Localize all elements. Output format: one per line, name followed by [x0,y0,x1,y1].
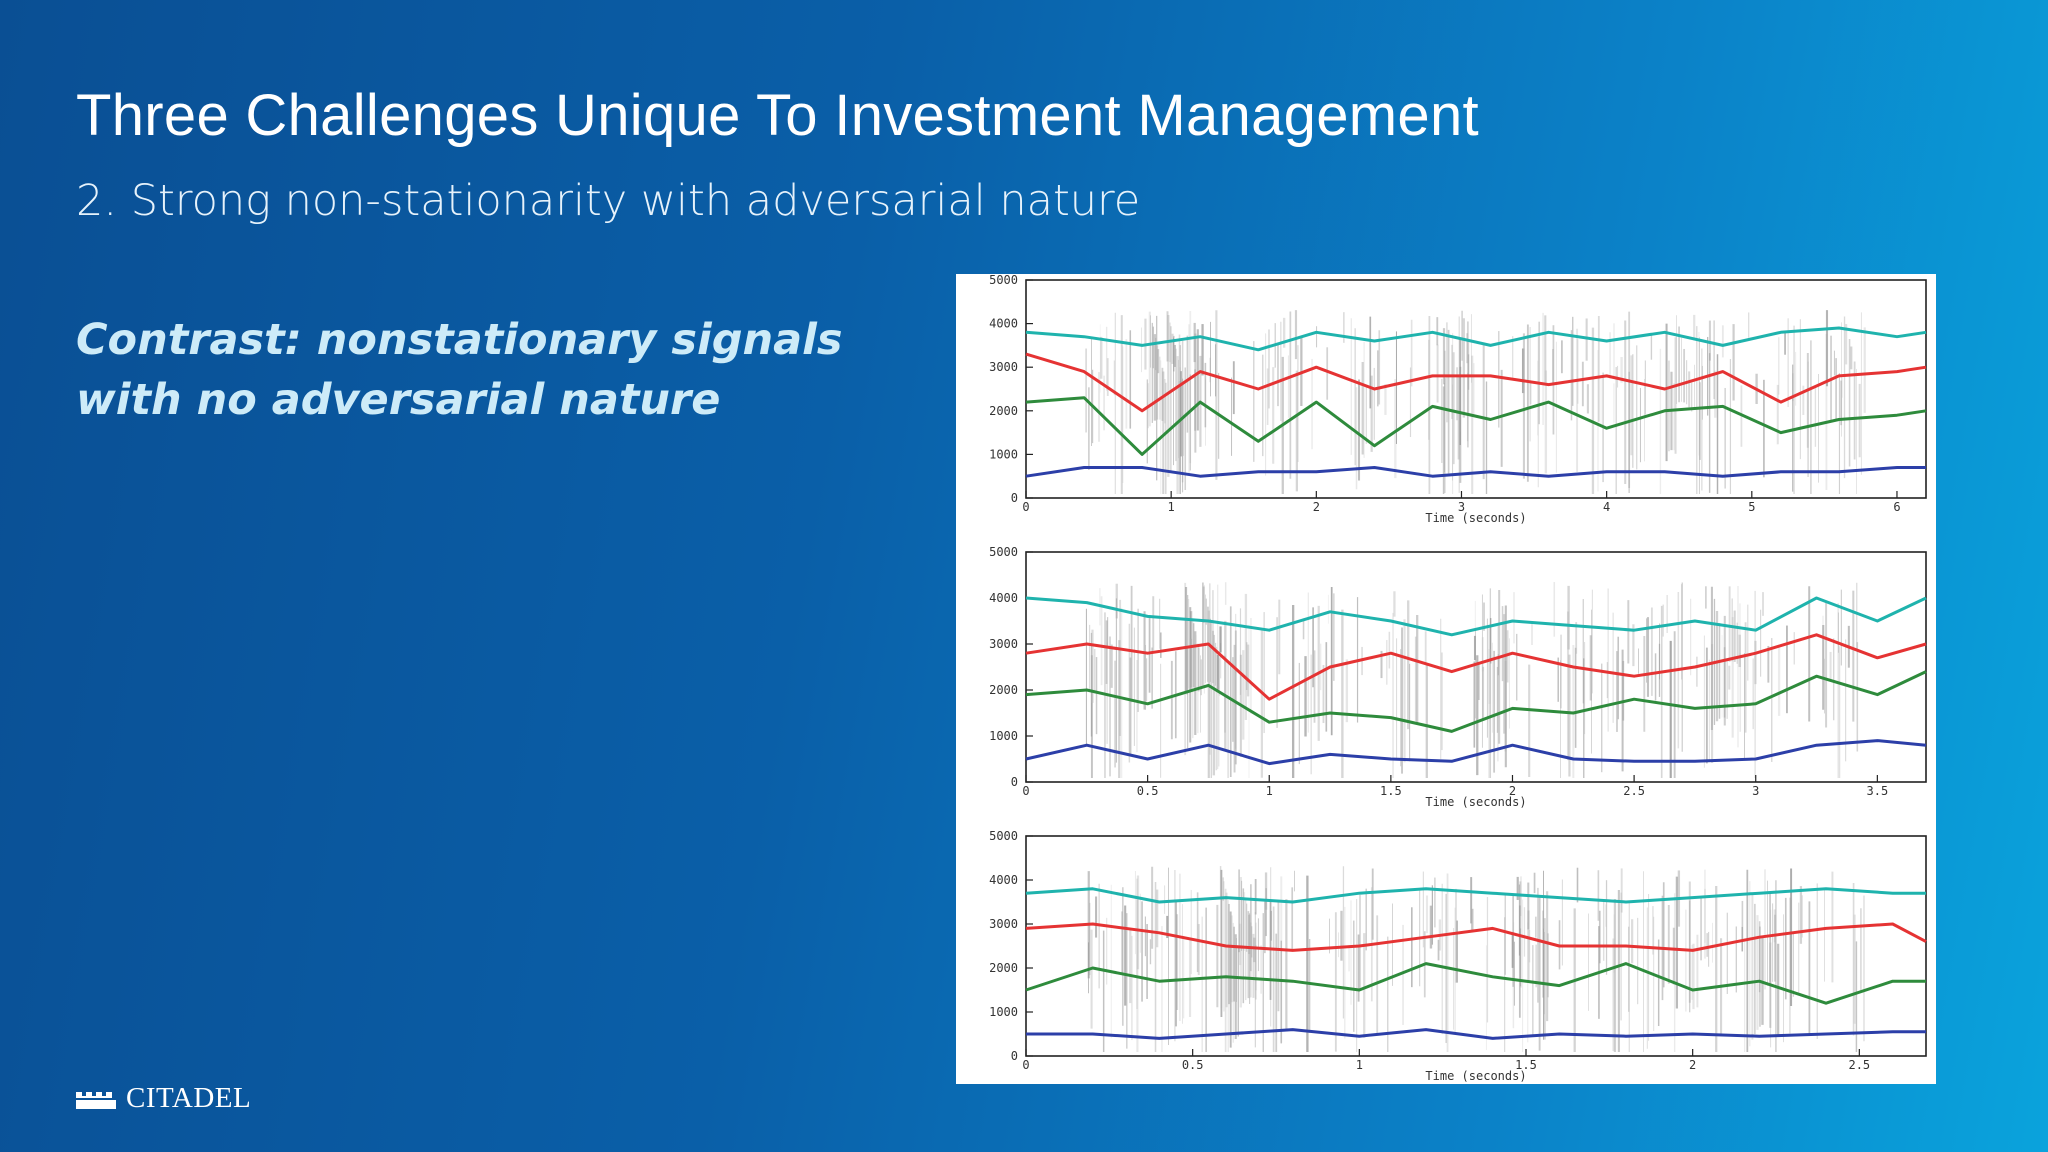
x-tick-label: 6 [1893,500,1900,514]
x-axis-label: Time (seconds) [1425,511,1526,525]
y-tick-label: 1000 [989,1005,1018,1019]
logo-text: CITADEL [126,1082,252,1114]
y-tick-label: 4000 [989,317,1018,331]
x-axis-label: Time (seconds) [1425,1069,1526,1083]
series-line-3 [1025,396,1927,456]
x-tick-label: 0.5 [1137,784,1159,798]
contrast-line-2: with no adversarial nature [76,375,721,425]
x-tick-label: 0 [1022,784,1029,798]
plot-frame [1025,279,1927,499]
x-tick-label: 0 [1022,500,1029,514]
x-axis-label: Time (seconds) [1425,795,1526,809]
contrast-line-1: Contrast: nonstationary signals [76,315,843,365]
x-tick-label: 0.5 [1182,1058,1204,1072]
plot-frame [1025,551,1927,783]
x-tick-label: 1 [1168,500,1175,514]
y-tick-label: 2000 [989,404,1018,418]
x-tick-label: 2 [1313,500,1320,514]
x-tick-label: 4 [1603,500,1610,514]
slide-subtitle: 2. Strong non-stationarity with adversar… [76,176,1141,226]
chart-1: 0 1000 2000 3000 4000 5000 0 1 2 3 4 5 6 Time (second… [989,274,1927,525]
y-tick-label: 0 [1011,775,1018,789]
x-tick-label: 1.5 [1515,1058,1537,1072]
series-line-4 [1025,466,1926,478]
contrast-text: Contrast: nonstationary signals with no … [76,310,842,430]
y-tick-label: 2000 [989,683,1018,697]
slide-title: Three Challenges Unique To Investment Ma… [76,83,1479,148]
chart-2: 0 1000 2000 3000 4000 5000 0 0.5 1 1.5 2 2.5 3 3.5 Tim… [989,545,1927,809]
y-tick-label: 5000 [989,829,1018,843]
castle-icon [76,1091,116,1109]
series-line-1 [1025,326,1927,352]
series-line-4 [1026,1028,1926,1040]
chart-3: 0 1000 2000 3000 4000 5000 0 0.5 1 1.5 2 2.5 Time (s… [989,829,1927,1083]
citadel-logo: CITADEL [76,1082,251,1115]
y-tick-label: 4000 [989,873,1018,887]
y-tick-label: 1000 [989,447,1018,461]
series-line-1 [1025,596,1927,637]
y-tick-label: 0 [1011,491,1018,505]
y-tick-label: 2000 [989,961,1018,975]
y-tick-label: 4000 [989,591,1018,605]
y-tick-label: 5000 [989,274,1018,287]
x-tick-label: 2.5 [1848,1058,1870,1072]
plot-frame [1025,835,1927,1057]
x-tick-label: 2.5 [1623,784,1645,798]
series-line-3 [1025,670,1927,733]
y-tick-label: 0 [1011,1049,1018,1063]
x-tick-label: 1 [1266,784,1273,798]
x-tick-label: 1 [1356,1058,1363,1072]
x-tick-label: 5 [1748,500,1755,514]
x-tick-label: 2 [1689,1058,1696,1072]
series-line-2 [1025,352,1927,413]
y-tick-label: 5000 [989,545,1018,559]
x-tick-label: 3 [1458,500,1465,514]
series-line-2 [1025,633,1927,701]
series-line-3 [1025,962,1926,1005]
x-tick-label: 3.5 [1867,784,1889,798]
y-tick-label: 3000 [989,360,1018,374]
x-tick-label: 0 [1022,1058,1029,1072]
series-line-2 [1025,922,1927,952]
series-line-4 [1025,739,1927,766]
formant-charts-panel: 0 1000 2000 3000 4000 5000 0 1 2 3 4 5 6 Time (second… [956,274,1936,1084]
series-line-1 [1025,887,1926,904]
y-tick-label: 3000 [989,637,1018,651]
x-tick-label: 2 [1509,784,1516,798]
y-tick-label: 3000 [989,917,1018,931]
x-tick-label: 1.5 [1380,784,1402,798]
spectrogram-texture [1085,582,1859,778]
x-tick-label: 3 [1752,784,1759,798]
y-tick-label: 1000 [989,729,1018,743]
